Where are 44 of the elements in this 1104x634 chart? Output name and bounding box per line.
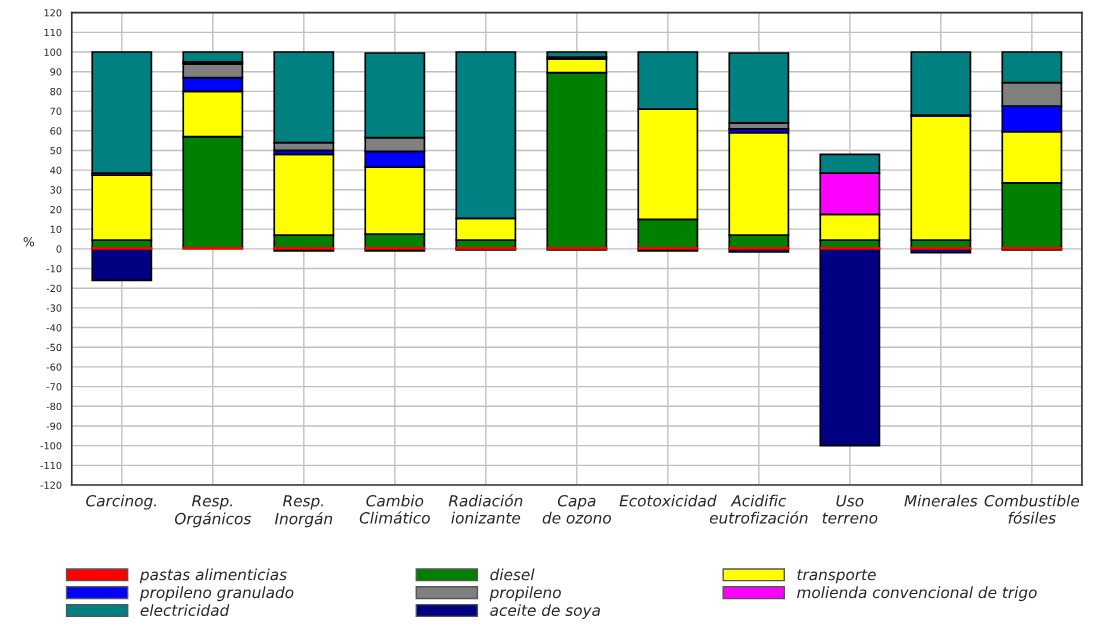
y-tick-label: -120 [40,481,62,489]
y-tick-label: 80 [50,87,62,96]
x-tick-label: Carcinog. [86,494,157,510]
y-tick-label: -70 [46,383,62,391]
x-tick-label: Ecotoxicidad [619,494,717,507]
y-tick-label: 120 [44,9,62,17]
y-tick-label: -10 [46,265,62,273]
y-tick-label: 0 [56,245,62,253]
legend-label: propileno [489,586,561,602]
legend-label: transporte [797,569,876,584]
legend-label: pastas alimenticias [139,568,287,584]
x-tick-label: Minerales [904,494,978,507]
legend-label: molienda convencional de trigo [797,586,1037,602]
x-tick-label: Radiación ionizante [448,494,523,524]
y-tick-label: -80 [46,402,62,411]
y-tick-label: -110 [40,461,62,470]
y-tick-label: -90 [46,422,62,430]
y-tick-label: 40 [50,166,62,174]
x-tick-label: Uso terreno [822,495,878,524]
y-tick-label: -40 [46,324,62,332]
y-tick-label: 70 [50,107,62,115]
y-tick-label: 60 [50,127,62,135]
y-tick-label: -20 [46,284,62,293]
y-tick-label: 110 [44,28,62,37]
y-tick-label: -100 [40,442,62,450]
y-tick-label: 20 [50,205,62,214]
legend-label: electricidad [140,604,230,617]
legend-label: propileno granulado [139,586,294,602]
x-tick-label: Capa de ozono [542,495,611,524]
x-tick-label: Resp. Inorgán [274,495,333,528]
y-tick-label: 100 [44,48,62,56]
y-axis-title: % [23,236,35,247]
y-tick-label: -50 [46,343,62,352]
x-tick-label: Combustible fósiles [984,494,1080,524]
x-tick-label: Resp. Orgánicos [174,495,251,528]
x-tick-label: Cambio Climático [359,494,430,524]
y-tick-label: -60 [46,363,62,371]
y-tick-label: 90 [50,68,62,76]
y-tick-label: 50 [50,146,62,155]
legend-label: diesel [490,568,535,581]
y-tick-label: 10 [50,225,62,233]
y-tick-label: 30 [50,186,62,194]
y-tick-label: -30 [46,304,62,312]
legend-label: aceite de soya [490,604,600,619]
